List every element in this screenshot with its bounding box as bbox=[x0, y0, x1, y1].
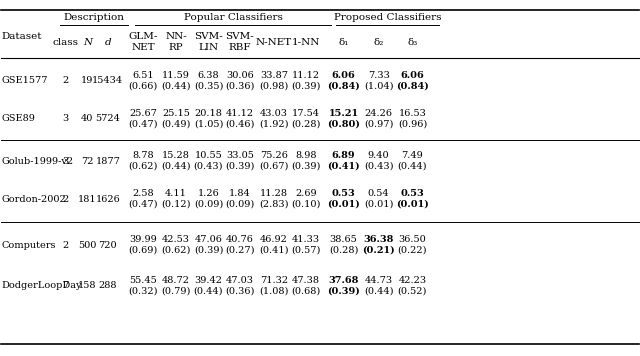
Text: 30.06
(0.36): 30.06 (0.36) bbox=[225, 71, 254, 90]
Text: DodgerLoopDay: DodgerLoopDay bbox=[1, 281, 82, 290]
Text: 37.68
(0.39): 37.68 (0.39) bbox=[327, 276, 360, 295]
Text: 5724: 5724 bbox=[95, 114, 120, 123]
Text: 4.11
(0.12): 4.11 (0.12) bbox=[161, 189, 191, 209]
Text: δ₂: δ₂ bbox=[373, 37, 384, 47]
Text: Computers: Computers bbox=[1, 241, 56, 250]
Text: SVM-
LIN: SVM- LIN bbox=[194, 32, 223, 52]
Text: N-NET: N-NET bbox=[256, 37, 292, 47]
Text: NN-
RP: NN- RP bbox=[165, 32, 187, 52]
Text: Proposed Classifiers: Proposed Classifiers bbox=[334, 13, 442, 22]
Text: 288: 288 bbox=[99, 281, 117, 290]
Text: 15.28
(0.44): 15.28 (0.44) bbox=[161, 151, 191, 171]
Text: 1877: 1877 bbox=[95, 157, 120, 166]
Text: 10.55
(0.43): 10.55 (0.43) bbox=[194, 151, 223, 171]
Text: 36.50
(0.22): 36.50 (0.22) bbox=[397, 235, 427, 255]
Text: 48.72
(0.79): 48.72 (0.79) bbox=[161, 276, 191, 295]
Text: 38.65
(0.28): 38.65 (0.28) bbox=[329, 235, 358, 255]
Text: 25.67
(0.47): 25.67 (0.47) bbox=[128, 109, 157, 129]
Text: 42.53
(0.62): 42.53 (0.62) bbox=[161, 235, 191, 255]
Text: 158: 158 bbox=[78, 281, 97, 290]
Text: 44.73
(0.44): 44.73 (0.44) bbox=[364, 276, 394, 295]
Text: 16.53
(0.96): 16.53 (0.96) bbox=[398, 109, 427, 129]
Text: GSE89: GSE89 bbox=[1, 114, 35, 123]
Text: 24.26
(0.97): 24.26 (0.97) bbox=[364, 109, 394, 129]
Text: 71.32
(1.08): 71.32 (1.08) bbox=[259, 276, 289, 295]
Text: 6.51
(0.66): 6.51 (0.66) bbox=[128, 71, 157, 90]
Text: 11.12
(0.39): 11.12 (0.39) bbox=[291, 71, 321, 90]
Text: 9.40
(0.43): 9.40 (0.43) bbox=[364, 151, 394, 171]
Text: 6.06
(0.84): 6.06 (0.84) bbox=[396, 71, 429, 90]
Text: 15434: 15434 bbox=[92, 77, 124, 85]
Text: Popular Classifiers: Popular Classifiers bbox=[184, 13, 283, 22]
Text: 15.21
(0.80): 15.21 (0.80) bbox=[327, 109, 360, 129]
Text: Gordon-2002: Gordon-2002 bbox=[1, 195, 66, 204]
Text: δ₁: δ₁ bbox=[339, 37, 349, 47]
Text: SVM-
RBF: SVM- RBF bbox=[225, 32, 254, 52]
Text: 19: 19 bbox=[81, 77, 93, 85]
Text: 43.03
(1.92): 43.03 (1.92) bbox=[259, 109, 289, 129]
Text: 47.38
(0.68): 47.38 (0.68) bbox=[291, 276, 321, 295]
Text: 1.26
(0.09): 1.26 (0.09) bbox=[194, 189, 223, 209]
Text: Description: Description bbox=[63, 13, 125, 22]
Text: 40: 40 bbox=[81, 114, 93, 123]
Text: 47.03
(0.36): 47.03 (0.36) bbox=[225, 276, 254, 295]
Text: 7: 7 bbox=[62, 281, 68, 290]
Text: 1.84
(0.09): 1.84 (0.09) bbox=[225, 189, 254, 209]
Text: 7.33
(1.04): 7.33 (1.04) bbox=[364, 71, 394, 90]
Text: GSE1577: GSE1577 bbox=[1, 77, 48, 85]
Text: 2.69
(0.10): 2.69 (0.10) bbox=[291, 189, 321, 209]
Text: 41.33
(0.57): 41.33 (0.57) bbox=[291, 235, 321, 255]
Text: d: d bbox=[104, 37, 111, 47]
Text: Golub-1999-v2: Golub-1999-v2 bbox=[1, 157, 74, 166]
Text: 2: 2 bbox=[62, 241, 68, 250]
Text: 8.98
(0.39): 8.98 (0.39) bbox=[291, 151, 321, 171]
Text: 25.15
(0.49): 25.15 (0.49) bbox=[161, 109, 191, 129]
Text: 41.12
(0.46): 41.12 (0.46) bbox=[225, 109, 254, 129]
Text: 6.38
(0.35): 6.38 (0.35) bbox=[194, 71, 223, 90]
Text: 47.06
(0.39): 47.06 (0.39) bbox=[194, 235, 223, 255]
Text: 33.05
(0.39): 33.05 (0.39) bbox=[225, 151, 254, 171]
Text: 1626: 1626 bbox=[95, 195, 120, 204]
Text: 2: 2 bbox=[62, 77, 68, 85]
Text: 181: 181 bbox=[78, 195, 97, 204]
Text: 55.45
(0.32): 55.45 (0.32) bbox=[128, 276, 157, 295]
Text: Dataset: Dataset bbox=[1, 32, 42, 41]
Text: 2: 2 bbox=[62, 195, 68, 204]
Text: 75.26
(0.67): 75.26 (0.67) bbox=[259, 151, 289, 171]
Text: 500: 500 bbox=[78, 241, 97, 250]
Text: 33.87
(0.98): 33.87 (0.98) bbox=[259, 71, 289, 90]
Text: 7.49
(0.44): 7.49 (0.44) bbox=[397, 151, 427, 171]
Text: δ₃: δ₃ bbox=[407, 37, 417, 47]
Text: 11.28
(2.83): 11.28 (2.83) bbox=[259, 189, 289, 209]
Text: 6.89
(0.41): 6.89 (0.41) bbox=[327, 151, 360, 171]
Text: 42.23
(0.52): 42.23 (0.52) bbox=[397, 276, 427, 295]
Text: 40.76
(0.27): 40.76 (0.27) bbox=[225, 235, 255, 255]
Text: 36.38
(0.21): 36.38 (0.21) bbox=[362, 235, 395, 255]
Text: 20.18
(1.05): 20.18 (1.05) bbox=[194, 109, 223, 129]
Text: 0.53
(0.01): 0.53 (0.01) bbox=[327, 189, 360, 209]
Text: 3: 3 bbox=[62, 114, 68, 123]
Text: 6.06
(0.84): 6.06 (0.84) bbox=[327, 71, 360, 90]
Text: 11.59
(0.44): 11.59 (0.44) bbox=[161, 71, 191, 90]
Text: 72: 72 bbox=[81, 157, 93, 166]
Text: 720: 720 bbox=[99, 241, 117, 250]
Text: 8.78
(0.62): 8.78 (0.62) bbox=[128, 151, 157, 171]
Text: N: N bbox=[83, 37, 92, 47]
Text: 0.53
(0.01): 0.53 (0.01) bbox=[396, 189, 429, 209]
Text: 1-NN: 1-NN bbox=[292, 37, 320, 47]
Text: 46.92
(0.41): 46.92 (0.41) bbox=[259, 235, 289, 255]
Text: 2.58
(0.47): 2.58 (0.47) bbox=[128, 189, 157, 209]
Text: 17.54
(0.28): 17.54 (0.28) bbox=[291, 109, 321, 129]
Text: 0.54
(0.01): 0.54 (0.01) bbox=[364, 189, 394, 209]
Text: 39.42
(0.44): 39.42 (0.44) bbox=[194, 276, 223, 295]
Text: GLM-
NET: GLM- NET bbox=[128, 32, 157, 52]
Text: 39.99
(0.69): 39.99 (0.69) bbox=[128, 235, 157, 255]
Text: 3: 3 bbox=[62, 157, 68, 166]
Text: class: class bbox=[52, 37, 78, 47]
